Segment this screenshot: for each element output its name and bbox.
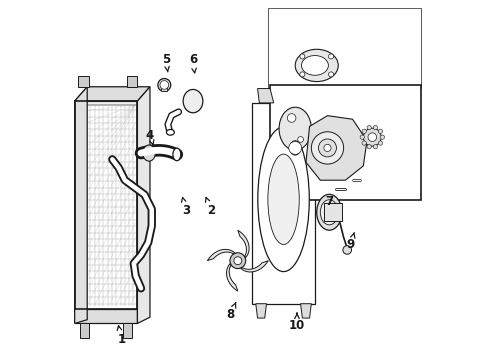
Circle shape [373,145,378,149]
Polygon shape [300,304,311,318]
Circle shape [378,129,383,134]
Bar [269,8,421,89]
Text: 6: 6 [189,53,197,73]
Text: 5: 5 [162,53,170,72]
Circle shape [160,81,169,89]
Polygon shape [238,230,249,258]
Ellipse shape [268,154,299,244]
Polygon shape [306,116,367,180]
Circle shape [287,114,296,122]
Circle shape [230,253,245,269]
Polygon shape [258,89,274,103]
Ellipse shape [167,130,174,135]
Polygon shape [74,87,87,323]
Polygon shape [78,76,89,87]
Polygon shape [241,261,269,272]
Ellipse shape [301,55,328,75]
Polygon shape [207,249,235,261]
Circle shape [360,135,365,139]
Text: 1: 1 [117,326,125,346]
Circle shape [158,78,171,91]
Polygon shape [256,304,267,318]
Circle shape [368,133,377,141]
Circle shape [300,72,305,77]
Bar [324,203,342,221]
Circle shape [324,144,331,152]
Polygon shape [123,323,132,338]
Bar [252,103,315,304]
Circle shape [329,72,334,77]
Circle shape [364,128,381,146]
Circle shape [367,145,371,149]
Circle shape [298,137,303,142]
Text: 8: 8 [226,302,236,321]
Ellipse shape [290,141,300,155]
Text: 10: 10 [289,313,305,332]
Circle shape [367,126,371,130]
Bar [161,85,167,91]
Polygon shape [74,87,150,101]
Ellipse shape [295,49,338,82]
Circle shape [362,141,367,145]
Circle shape [234,257,242,265]
Circle shape [343,246,351,254]
Text: 4: 4 [146,129,154,145]
Text: 9: 9 [346,233,355,251]
Polygon shape [137,87,150,323]
Ellipse shape [279,107,311,150]
Polygon shape [126,76,137,87]
Circle shape [300,54,305,59]
Bar [270,85,421,200]
Ellipse shape [320,200,338,225]
Text: 7: 7 [325,195,333,208]
Text: 2: 2 [205,197,215,217]
Circle shape [378,141,383,145]
Polygon shape [74,309,137,323]
Circle shape [289,141,302,154]
Circle shape [362,129,367,134]
Ellipse shape [258,127,309,271]
Text: 3: 3 [181,198,190,217]
Ellipse shape [317,194,342,230]
Circle shape [380,135,385,139]
Polygon shape [80,323,89,338]
Circle shape [329,54,334,59]
Circle shape [318,139,337,157]
Circle shape [373,126,378,130]
Polygon shape [226,264,238,291]
Circle shape [311,132,343,164]
Ellipse shape [183,89,203,113]
Polygon shape [74,101,137,309]
Ellipse shape [143,145,155,161]
Ellipse shape [173,148,181,161]
